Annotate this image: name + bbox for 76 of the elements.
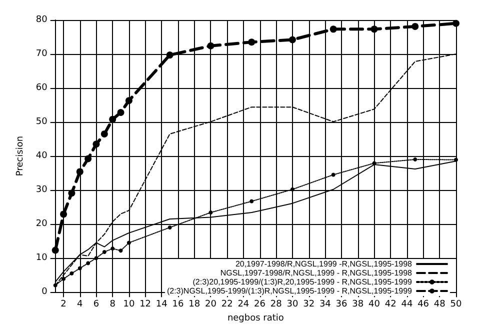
x-tick-label: 10	[123, 300, 135, 310]
x-tick-label: 50	[450, 300, 462, 310]
point	[76, 168, 84, 176]
point	[92, 140, 100, 148]
point	[53, 283, 58, 288]
y-tick-label: 10	[36, 253, 48, 264]
point	[207, 42, 214, 50]
x-tick-label: 8	[110, 300, 116, 310]
y-tick-label: 60	[36, 83, 48, 94]
x-tick-label: 30	[286, 300, 298, 310]
point	[126, 240, 131, 245]
point	[102, 250, 106, 254]
point	[454, 158, 458, 162]
x-tick-label: 20	[204, 300, 217, 310]
point	[250, 199, 254, 204]
x-tick-label: 16	[172, 300, 184, 310]
x-tick-label: 34	[319, 300, 332, 310]
x-tick-label: 48	[434, 300, 446, 310]
x-tick-label: 18	[188, 300, 200, 310]
point	[60, 210, 68, 218]
y-tick-label: 40	[36, 151, 48, 162]
y-tick-label: 30	[36, 185, 48, 196]
point	[125, 97, 132, 104]
point	[208, 210, 213, 215]
point	[288, 36, 296, 44]
x-tick-label: 22	[221, 300, 233, 310]
point	[248, 38, 256, 46]
point	[370, 26, 378, 33]
x-tick-label: 28	[270, 300, 282, 310]
y-tick-label: 80	[36, 15, 48, 25]
point	[290, 187, 294, 192]
point	[70, 271, 74, 276]
x-tick-label: 26	[254, 300, 266, 310]
point	[68, 190, 76, 197]
point	[78, 266, 82, 270]
x-tick-label: 14	[156, 300, 168, 310]
point	[117, 109, 124, 116]
point	[86, 261, 90, 266]
legend-label: NGSL,1997-1998/R,NGSL,1999 - R,NGSL,1995-1998	[220, 268, 413, 278]
point	[331, 172, 336, 177]
point	[168, 225, 172, 230]
x-tick-label: 32	[303, 300, 315, 310]
y-tick-label: 0	[42, 287, 48, 298]
x-tick-label: 44	[401, 300, 413, 310]
point	[412, 22, 419, 30]
legend-label: (2:3)NGSL,1995-1999/(1:3)R,NGSL,1995-1999 - R,NGSL,1995-1999	[166, 286, 413, 296]
point	[166, 52, 174, 59]
y-tick-label: 70	[36, 49, 48, 60]
point	[413, 157, 418, 162]
x-tick-label: 24	[238, 300, 250, 310]
x-tick-label: 42	[384, 300, 396, 310]
x-tick-label: 12	[140, 300, 152, 310]
point	[330, 26, 337, 33]
point	[110, 246, 115, 251]
x-tick-label: 6	[93, 300, 100, 310]
y-tick-label: 20	[36, 219, 48, 230]
legend-label: (2:3)20,1995-1999/(1:3)R,20,1995-1999 - R,NGSL,1995-1999	[192, 278, 413, 286]
x-tick-label: 40	[368, 300, 380, 310]
x-tick-label: 2	[60, 300, 66, 310]
point	[372, 161, 376, 166]
x-tick-label: 4	[77, 300, 84, 310]
point	[118, 248, 123, 253]
x-tick-label: 36	[336, 300, 348, 310]
point	[84, 155, 92, 162]
point	[100, 130, 108, 138]
point	[52, 246, 59, 254]
x-tick-label: 38	[352, 300, 364, 310]
legend-label: 20,1997-1998/R,NGSL,1999 -R,NGSL,1995-1998	[235, 260, 413, 268]
point	[452, 20, 460, 27]
y-tick-label: 50	[36, 117, 48, 128]
point	[62, 276, 66, 281]
y-axis-title: Precision	[16, 136, 26, 176]
x-axis-title: negbos ratio	[227, 314, 284, 324]
x-tick-label: 46	[418, 300, 430, 310]
point	[109, 116, 116, 123]
point	[94, 256, 98, 260]
